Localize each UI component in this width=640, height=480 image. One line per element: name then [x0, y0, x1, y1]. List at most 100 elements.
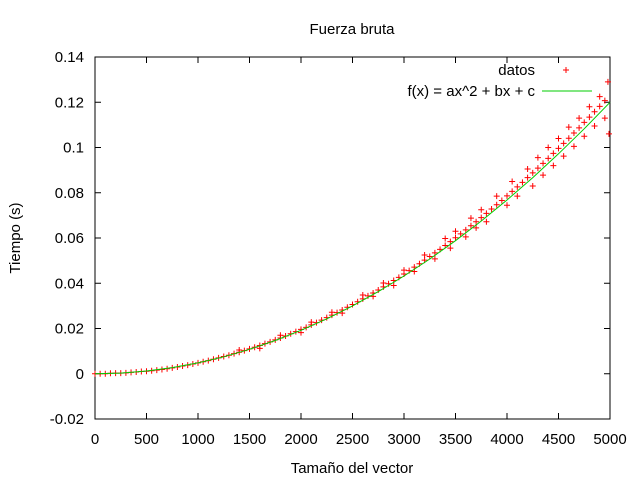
x-tick-label: 5000	[593, 431, 626, 448]
data-point	[605, 130, 612, 137]
data-point	[488, 206, 495, 213]
y-tick-label: -0.02	[50, 411, 84, 428]
legend-label: datos	[498, 62, 535, 79]
data-point	[570, 130, 577, 137]
y-tick-label: 0.12	[55, 94, 84, 111]
data-point	[493, 201, 500, 208]
y-tick-label: 0.1	[63, 140, 84, 157]
data-point	[555, 135, 562, 142]
x-tick-label: 500	[134, 431, 159, 448]
data-point	[545, 155, 552, 162]
data-point	[601, 115, 608, 122]
y-tick-label: 0.08	[55, 185, 84, 202]
data-point	[509, 178, 516, 185]
data-point	[540, 172, 547, 179]
data-point	[498, 197, 505, 204]
data-point	[529, 182, 536, 189]
legend-marker-swatch	[563, 67, 569, 73]
data-point	[581, 119, 588, 126]
data-point	[478, 206, 485, 213]
data-point	[390, 282, 397, 289]
data-point	[504, 192, 510, 199]
y-tick-label: 0.14	[55, 49, 84, 66]
data-point	[524, 174, 531, 181]
data-point	[550, 150, 557, 157]
legend-label: f(x) = ax^2 + bx + c	[407, 83, 535, 100]
x-tick-label: 3000	[387, 431, 420, 448]
data-point	[380, 280, 387, 287]
x-axis-title: Tamaño del vector	[291, 460, 414, 477]
data-point	[462, 233, 469, 240]
data-point	[504, 202, 510, 209]
fit-line	[94, 101, 611, 375]
data-point	[452, 234, 459, 241]
data-point	[473, 224, 480, 231]
data-point	[576, 115, 583, 122]
data-point	[565, 135, 572, 142]
x-tick-label: 2500	[336, 431, 369, 448]
series-layer	[92, 78, 612, 377]
data-point	[442, 235, 449, 242]
data-point	[401, 267, 407, 274]
data-point	[328, 309, 335, 316]
data-point	[565, 124, 572, 131]
data-point	[601, 97, 608, 104]
data-point	[493, 193, 500, 200]
x-tick-label: 3500	[439, 431, 472, 448]
data-point	[586, 103, 593, 110]
data-point	[514, 193, 521, 200]
data-point	[545, 144, 552, 151]
data-point	[591, 123, 598, 130]
data-point	[431, 255, 438, 262]
data-point	[524, 165, 531, 172]
data-point	[519, 179, 526, 186]
data-point	[534, 165, 541, 172]
x-tick-label: 1500	[233, 431, 266, 448]
data-point	[452, 228, 459, 235]
data-point	[570, 143, 577, 150]
data-point	[586, 114, 593, 121]
data-point	[308, 319, 315, 326]
y-axis-title: Tiempo (s)	[7, 202, 24, 273]
x-tick-label: 4000	[490, 431, 523, 448]
data-point	[529, 169, 536, 176]
data-point	[478, 214, 485, 221]
y-tick-label: 0	[76, 366, 84, 383]
data-point	[550, 162, 557, 169]
data-point	[560, 153, 567, 160]
data-point	[467, 215, 474, 222]
axis-ticks: 0 500 1000 1500 2000 2500 3000 3500 4000 4500 5000…	[50, 49, 627, 448]
x-tick-label: 1000	[181, 431, 214, 448]
y-tick-label: 0.02	[55, 321, 84, 338]
data-point	[277, 332, 284, 339]
y-tick-label: 0.04	[55, 275, 84, 292]
data-point	[256, 345, 263, 352]
data-point	[359, 292, 366, 299]
chart-title: Fuerza bruta	[309, 21, 395, 38]
data-point	[560, 140, 567, 147]
plot-frame	[94, 56, 611, 420]
y-tick-label: 0.06	[55, 230, 84, 247]
x-tick-label: 2000	[284, 431, 317, 448]
data-point	[421, 251, 428, 258]
data-point	[483, 218, 490, 225]
legend: datos f(x) = ax^2 + bx + c	[407, 62, 592, 100]
data-point	[604, 78, 611, 85]
x-tick-label: 4500	[542, 431, 575, 448]
data-point	[591, 108, 598, 115]
data-point	[555, 145, 562, 152]
data-points	[92, 78, 612, 377]
data-point	[509, 188, 516, 195]
data-point	[462, 226, 469, 233]
data-point	[514, 183, 521, 190]
data-point	[576, 124, 583, 131]
data-point	[534, 154, 541, 161]
data-point	[483, 210, 490, 217]
data-point	[447, 245, 454, 252]
x-tick-label: 0	[91, 431, 99, 448]
data-point	[473, 218, 480, 225]
data-point	[596, 93, 603, 100]
data-point	[467, 222, 474, 229]
data-point	[447, 238, 454, 245]
